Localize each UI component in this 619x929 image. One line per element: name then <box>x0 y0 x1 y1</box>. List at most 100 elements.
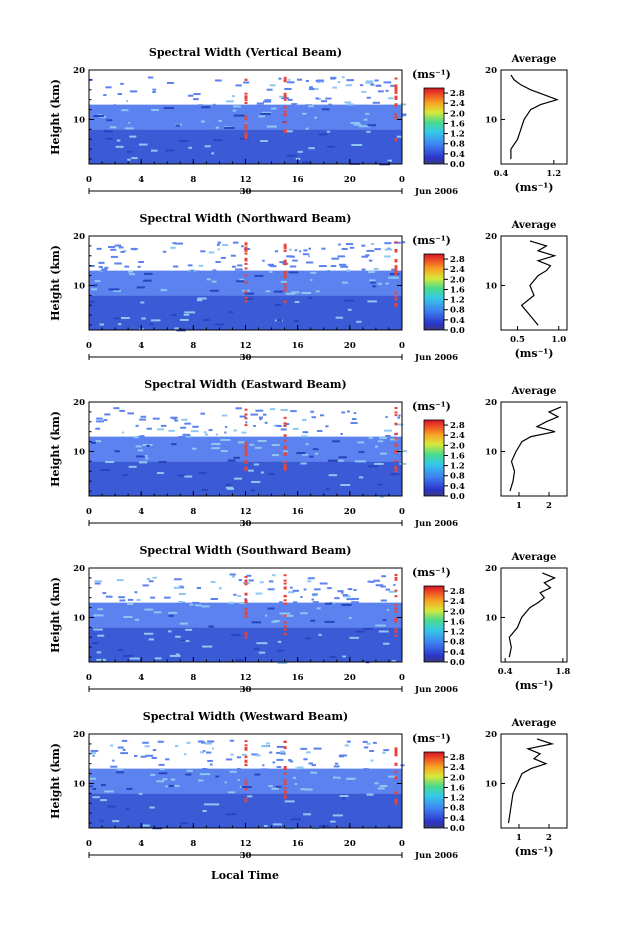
heatmap-cell <box>284 87 292 90</box>
heatmap-cell <box>223 447 232 450</box>
heatmap-cell <box>244 740 248 743</box>
heatmap-cell <box>322 780 330 783</box>
heatmap-cell <box>300 595 303 598</box>
heatmap-cell <box>244 291 248 294</box>
heatmap-cell <box>117 768 124 771</box>
heatmap-cell <box>187 94 194 97</box>
heatmap-cell <box>93 614 104 617</box>
heatmap-cell <box>290 818 301 821</box>
heatmap-cell <box>328 276 336 279</box>
heatmap-cell <box>283 587 287 590</box>
heatmap-cell <box>115 145 124 148</box>
heatmap-cell <box>283 434 287 437</box>
heatmap-cell <box>377 282 383 285</box>
heatmap-cell <box>368 271 375 274</box>
heatmap-cell <box>369 279 376 282</box>
heatmap-cell <box>201 106 211 109</box>
heatmap-cell <box>361 122 368 125</box>
heatmap-cell <box>179 622 189 625</box>
heatmap-cell <box>276 745 285 748</box>
heatmap-cell <box>244 128 248 131</box>
heatmap-cell <box>234 105 241 108</box>
heatmap-cell <box>117 746 124 749</box>
heatmap-cell <box>279 601 283 604</box>
heatmap-cell <box>250 413 258 416</box>
heatmap-cell <box>218 587 222 590</box>
heatmap-cell <box>394 437 398 440</box>
heatmap-cell <box>255 754 261 757</box>
heatmap-cell <box>233 456 240 459</box>
heatmap-cell <box>379 780 386 783</box>
heatmap-cell <box>152 88 157 91</box>
heatmap-cell <box>276 758 284 761</box>
x-tick-label: 16 <box>292 507 304 517</box>
colorbar-tick-label: 2.0 <box>450 275 465 285</box>
heatmap-cell <box>390 84 397 87</box>
heatmap-cell <box>218 119 222 122</box>
heatmap-cell <box>327 587 332 590</box>
heatmap-cell <box>239 415 247 418</box>
heatmap-cell <box>110 255 118 258</box>
heatmap-cell <box>337 459 344 462</box>
heatmap-cell <box>394 620 398 623</box>
heatmap-cell <box>382 783 387 786</box>
heatmap-cell <box>119 317 130 320</box>
heatmap-cell <box>203 431 207 434</box>
heatmap-cell <box>113 614 117 617</box>
colorbar-tick-label: 1.6 <box>450 451 465 461</box>
heatmap-cell <box>124 612 131 615</box>
heatmap-cell <box>303 758 308 761</box>
heatmap-cell <box>110 744 114 747</box>
average-x-tick-label: 0.5 <box>510 335 525 345</box>
heatmap-cell <box>271 574 276 577</box>
heatmap-cell <box>373 121 378 124</box>
heatmap-cell <box>283 416 287 419</box>
heatmap-cell <box>370 580 375 583</box>
average-y-tick-label: 20 <box>485 730 497 740</box>
heatmap-cell <box>375 584 384 587</box>
heatmap-cell <box>307 255 311 258</box>
heatmap-cell <box>283 260 287 263</box>
average-profile-line <box>507 738 555 824</box>
heatmap-cell <box>283 272 287 275</box>
heatmap-cell <box>260 768 268 771</box>
heatmap-cell <box>267 116 272 119</box>
heatmap-cell <box>311 598 315 601</box>
heatmap-cell <box>242 610 246 613</box>
heatmap-cell <box>119 599 126 602</box>
heatmap-cell <box>317 98 322 101</box>
heatmap-cell <box>365 104 369 107</box>
heatmap-cell <box>244 450 248 453</box>
heatmap-cell <box>283 274 287 277</box>
heatmap-cell <box>180 639 186 642</box>
heatmap-cell <box>237 264 243 267</box>
heatmap-cell <box>381 575 387 578</box>
y-tick-label: 20 <box>73 730 85 740</box>
heatmap-cell <box>280 770 283 773</box>
colorbar <box>423 751 445 829</box>
colorbar-unit-label: (ms⁻¹) <box>412 732 451 745</box>
heatmap-cell <box>151 122 156 125</box>
heatmap-cell <box>122 654 134 657</box>
heatmap-cell <box>362 740 368 743</box>
colorbar-tick-label: 1.2 <box>450 628 465 638</box>
heatmap-cell <box>382 607 389 610</box>
heatmap-cell <box>168 784 175 787</box>
heatmap-cell <box>106 122 109 125</box>
heatmap-cell <box>249 443 255 446</box>
heatmap-cell <box>253 463 260 466</box>
heatmap-cell <box>135 455 145 458</box>
heatmap-cell <box>104 790 114 793</box>
heatmap-cell <box>363 118 368 121</box>
heatmap-cell <box>394 618 398 621</box>
heatmap-cell <box>341 452 345 455</box>
heatmap-cell <box>147 76 154 79</box>
heatmap-cell <box>283 114 287 117</box>
heatmap-cell <box>91 642 99 645</box>
heatmap-cell <box>308 88 315 91</box>
x-tick-label: 0 <box>86 507 92 517</box>
heatmap-cell <box>366 249 375 252</box>
heatmap-cell <box>274 303 281 306</box>
heatmap-cell <box>138 261 145 264</box>
heatmap-cell <box>158 772 168 775</box>
